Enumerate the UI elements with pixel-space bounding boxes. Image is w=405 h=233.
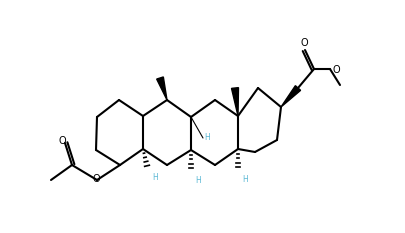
Text: O: O (92, 174, 100, 184)
Polygon shape (156, 77, 166, 100)
Text: H: H (241, 175, 247, 184)
Text: O: O (332, 65, 340, 75)
Text: H: H (194, 176, 200, 185)
Text: O: O (58, 136, 66, 146)
Text: H: H (151, 173, 158, 182)
Text: H: H (203, 134, 209, 143)
Text: O: O (299, 38, 307, 48)
Polygon shape (231, 88, 238, 116)
Polygon shape (280, 86, 300, 107)
